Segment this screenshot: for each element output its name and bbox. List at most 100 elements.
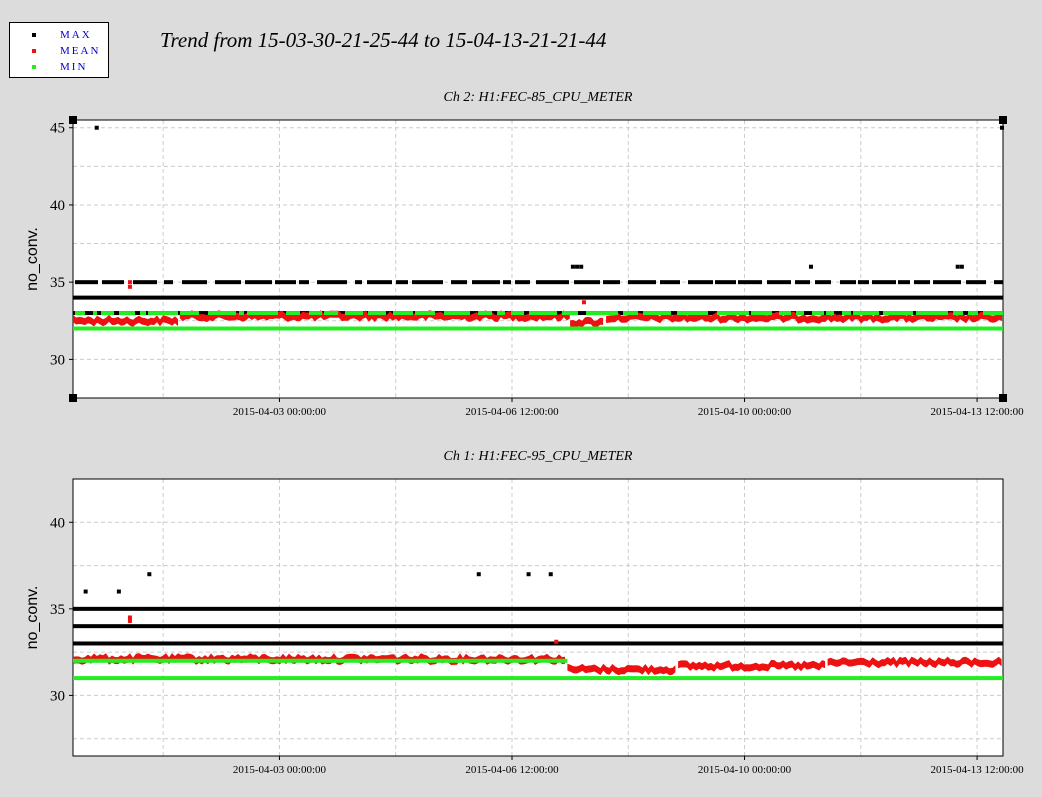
- level-dash: [503, 280, 511, 285]
- y-tick-label: 45: [50, 121, 65, 137]
- level-dash: [858, 280, 869, 285]
- level-dash: [574, 280, 600, 285]
- level-dash: [688, 280, 713, 285]
- mean-band: [827, 656, 1002, 669]
- corner-handle: [999, 116, 1007, 124]
- chart-panel-2: 30 35 40 2015-04-03 00:00:00 2015-04-06 12:0…: [24, 449, 1024, 776]
- level-dash: [715, 280, 736, 285]
- series-min: [73, 311, 1003, 331]
- y-tick-label: 40: [50, 515, 65, 531]
- main-title: Trend from 15-03-30-21-25-44 to 15-04-13…: [160, 28, 607, 52]
- level-dash: [872, 280, 896, 285]
- level-dash: [239, 311, 244, 316]
- level-dash: [75, 280, 98, 285]
- level-dash: [245, 280, 272, 285]
- plot-area: [73, 120, 1003, 398]
- level-dash: [623, 311, 638, 316]
- level-dash: [511, 311, 524, 316]
- level-band: [73, 676, 1003, 681]
- mean-band: [570, 316, 604, 329]
- y-tick-label: 40: [50, 198, 65, 214]
- x-tick-label: 2015-04-13 12:00:00: [930, 406, 1024, 418]
- level-dash: [994, 280, 1003, 285]
- x-tick-label: 2015-04-06 12:00:00: [465, 764, 559, 776]
- data-point: [575, 264, 580, 269]
- x-tick-label: 2015-04-03 00:00:00: [233, 764, 327, 776]
- level-dash: [275, 280, 296, 285]
- data-point: [955, 264, 960, 269]
- level-dash: [133, 280, 157, 285]
- level-dash: [368, 311, 386, 316]
- level-dash: [779, 311, 791, 316]
- legend-label-mean: MEAN: [60, 45, 101, 57]
- level-dash: [842, 311, 851, 316]
- level-dash: [180, 311, 199, 316]
- level-dash: [415, 311, 435, 316]
- level-dash: [914, 280, 930, 285]
- legend-item-max: MAX: [10, 28, 108, 42]
- level-dash: [396, 280, 408, 285]
- plot-area: [73, 479, 1003, 756]
- data-point: [526, 572, 531, 577]
- data-point: [127, 618, 132, 623]
- x-tick-label: 2015-04-10 00:00:00: [698, 764, 792, 776]
- y-axis-label: no_conv.: [24, 586, 41, 650]
- level-dash: [717, 311, 749, 316]
- level-dash: [562, 311, 578, 316]
- y-tick-label: 30: [50, 688, 65, 704]
- data-point: [116, 589, 121, 594]
- x-tick-label: 2015-04-13 12:00:00: [930, 764, 1024, 776]
- mean-band: [73, 314, 178, 327]
- data-point: [548, 572, 553, 577]
- level-dash: [840, 280, 856, 285]
- level-dash: [796, 311, 804, 316]
- plot-frame: [72, 478, 1004, 757]
- level-dash: [148, 311, 178, 316]
- level-dash: [826, 311, 834, 316]
- corner-handle: [999, 394, 1007, 402]
- data-point: [147, 572, 152, 577]
- level-dash: [603, 280, 620, 285]
- level-dash: [968, 311, 978, 316]
- chart-title: Ch 2: H1:FEC-85_CPU_METER: [444, 90, 633, 105]
- data-point: [94, 125, 99, 130]
- level-dash: [324, 311, 338, 316]
- level-dash: [478, 311, 492, 316]
- y-tick-label: 35: [50, 602, 65, 618]
- plot-frame: [72, 119, 1004, 399]
- level-dash: [933, 280, 961, 285]
- data-point: [959, 264, 964, 269]
- chart-title: Ch 1: H1:FEC-95_CPU_METER: [444, 449, 633, 464]
- level-dash: [883, 311, 913, 316]
- level-band: [73, 326, 1003, 331]
- level-dash: [767, 280, 791, 285]
- x-tick-label: 2015-04-06 12:00:00: [465, 406, 559, 418]
- corner-handle: [69, 116, 77, 124]
- level-dash: [795, 280, 810, 285]
- level-dash: [529, 311, 557, 316]
- level-band: [73, 295, 1003, 300]
- level-dash: [317, 280, 347, 285]
- level-dash: [444, 311, 470, 316]
- level-dash: [412, 280, 443, 285]
- chart-panel-1: 30 35 40 45 2015-04-03 00:00:00 2015-04-06 12…: [24, 90, 1024, 418]
- level-dash: [101, 311, 114, 316]
- corner-handle: [69, 394, 77, 402]
- level-dash: [953, 311, 963, 316]
- level-dash: [451, 280, 467, 285]
- level-dash: [309, 311, 322, 316]
- legend-swatch-max: [32, 33, 36, 37]
- level-dash: [393, 311, 413, 316]
- level-dash: [643, 311, 671, 316]
- data-point: [127, 280, 132, 285]
- level-dash: [215, 280, 241, 285]
- data-point: [579, 264, 584, 269]
- level-dash: [751, 311, 772, 316]
- level-dash: [660, 280, 680, 285]
- data-point: [999, 125, 1004, 130]
- legend-item-mean: MEAN: [10, 44, 108, 58]
- level-dash: [966, 280, 986, 285]
- legend-label-min: MIN: [60, 61, 88, 73]
- data-point: [581, 300, 586, 305]
- level-band: [73, 606, 1003, 611]
